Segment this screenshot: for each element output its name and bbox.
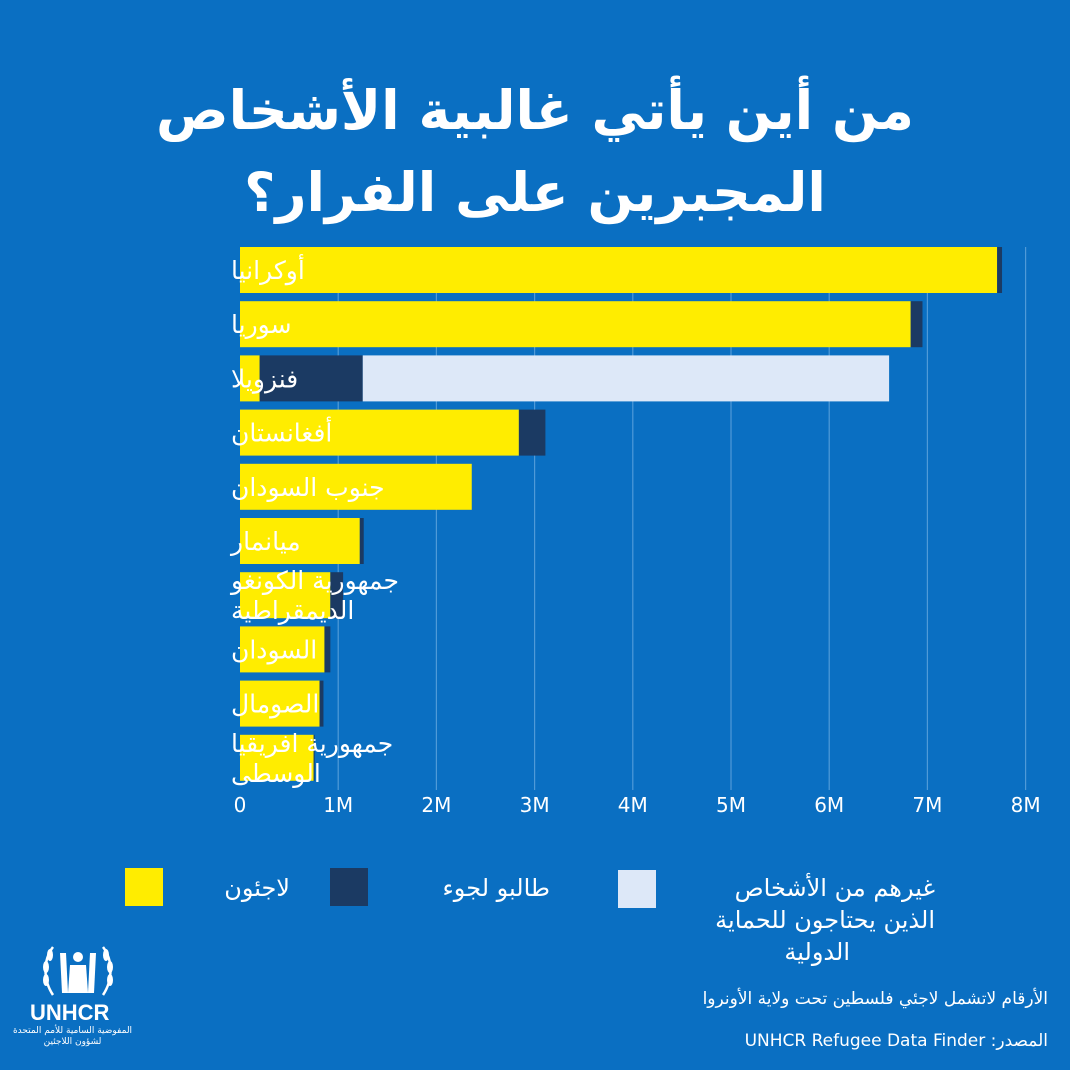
bar-segment-refugees [240, 680, 320, 727]
category-label: ميانمار [229, 527, 301, 556]
footnote: الأرقام لاتشمل لاجئي فلسطين تحت ولاية ال… [702, 989, 1048, 1009]
bar-segment-refugees [240, 626, 325, 673]
bar-segment-refugees [240, 409, 519, 456]
legend-label-others: غيرهم من الأشخاص الذين يحتاجون للحماية ا… [665, 872, 935, 968]
bar-segment-asylum-seekers [359, 518, 364, 564]
unhcr-emblem-icon [43, 946, 113, 996]
x-tick-label: 6M [814, 793, 844, 817]
category-label: الديمقراطية [231, 596, 354, 625]
bar-segment-refugees [240, 572, 331, 619]
x-tick-label: 2M [421, 793, 451, 817]
bar-segment-refugees [240, 734, 314, 781]
stacked-bar-chart: أوكرانيا سوريا فنزويلا أفغانستان جنوب السودا… [229, 247, 1041, 817]
bar-segment-asylum-seekers [997, 247, 1003, 293]
bar-segment-asylum-seekers [330, 572, 344, 619]
category-label: جنوب السودان [231, 473, 385, 502]
bar-segment-others [362, 355, 890, 402]
category-label: السودان [231, 635, 317, 664]
x-tick-label: 7M [912, 793, 942, 817]
legend-label-refugees: لاجئون [170, 872, 290, 904]
legend-swatch-others [618, 870, 656, 908]
category-label: الصومال [231, 690, 319, 719]
legend-swatch-asylum-seekers [330, 868, 368, 906]
bar-segment-asylum-seekers [319, 680, 324, 727]
x-tick-label: 1M [323, 793, 353, 817]
x-axis-ticks: 0 1M 2M 3M 4M 5M 6M 7M 8M [234, 793, 1041, 817]
x-tick-label: 8M [1011, 793, 1041, 817]
bar-segment-refugees [240, 301, 911, 348]
legend-label-others-line-2: الذين يحتاجون للحماية [715, 906, 935, 934]
bar-segment-asylum-seekers [313, 734, 315, 781]
x-tick-label: 0 [234, 793, 247, 817]
source-note: المصدر: UNHCR Refugee Data Finder [744, 1031, 1048, 1051]
unhcr-subtitle: المفوضية السامية للأمم المتحدة لشؤون الل… [12, 1026, 133, 1047]
unhcr-wordmark: UNHCR [30, 1000, 110, 1025]
chart-title: من أين يأتي غالبية الأشخاص المجبرين على … [60, 70, 1010, 234]
category-label: سوريا [231, 310, 292, 339]
category-label: فنزويلا [231, 364, 298, 394]
bar-segment-refugees [240, 355, 260, 402]
category-label: جمهورية افريقيا [231, 729, 393, 759]
legend-label-asylum-seekers: طالبو لجوء [380, 872, 550, 904]
x-tick-label: 3M [520, 793, 550, 817]
category-label: جمهورية الكونغو [229, 566, 399, 596]
legend-label-others-line-1: غيرهم من الأشخاص [734, 874, 935, 902]
legend-swatch-refugees [125, 868, 163, 906]
legend-label-refugees-line: لاجئون [224, 874, 290, 902]
bar-segment-refugees [240, 463, 472, 510]
bar-segment-asylum-seekers [910, 301, 923, 348]
chart-title-line-2: المجبرين على الفرار؟ [244, 161, 826, 224]
category-label: الوسطى [231, 759, 321, 788]
bar-segment-asylum-seekers [259, 355, 363, 402]
bar-segment-asylum-seekers [518, 409, 546, 456]
bars [240, 247, 1003, 781]
legend-label-others-line-3: الدولية [784, 938, 850, 966]
bar-segment-refugees [240, 518, 360, 564]
bar-segment-refugees [240, 247, 998, 293]
x-tick-label: 4M [618, 793, 648, 817]
category-label: أفغانستان [231, 416, 332, 448]
category-labels: أوكرانيا سوريا فنزويلا أفغانستان جنوب السودا… [229, 253, 399, 788]
bar-segment-asylum-seekers [324, 626, 331, 673]
category-label: أوكرانيا [231, 253, 305, 286]
chart-title-line-1: من أين يأتي غالبية الأشخاص [155, 79, 914, 142]
legend-label-asylum-seekers-line: طالبو لجوء [442, 874, 550, 902]
x-tick-label: 5M [716, 793, 746, 817]
